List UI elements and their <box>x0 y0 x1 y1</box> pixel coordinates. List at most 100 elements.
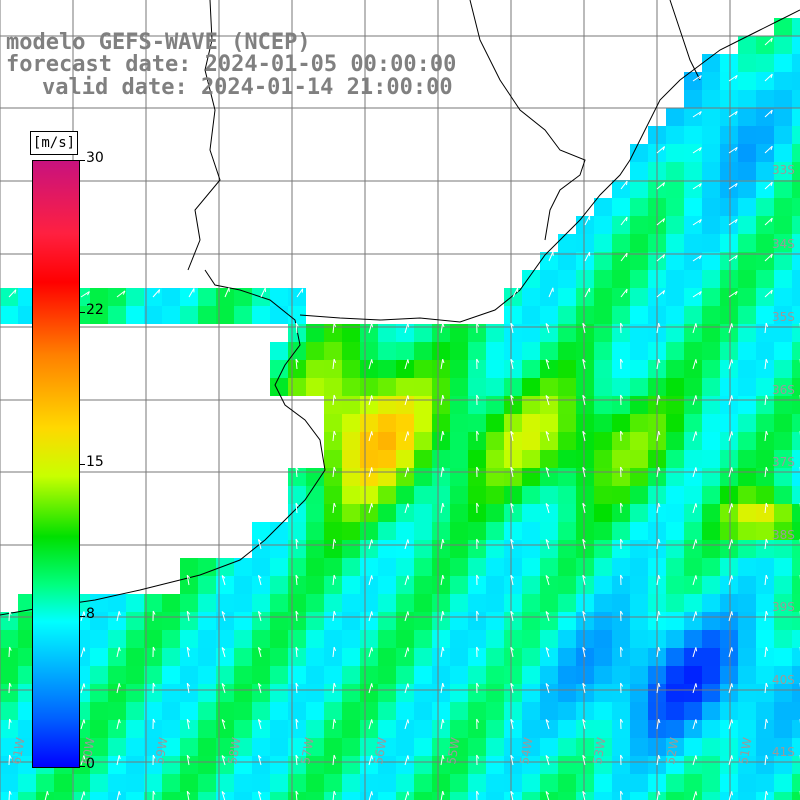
wind-arrow <box>764 431 767 442</box>
wind-arrow-head <box>695 611 698 616</box>
wind-arrow-head <box>371 611 374 616</box>
wind-cell <box>594 684 612 702</box>
wind-arrow-head <box>118 611 121 616</box>
wind-cell <box>630 666 648 684</box>
wind-arrow-head <box>582 754 586 759</box>
wind-cell <box>630 756 648 774</box>
wind-arrow <box>368 395 373 406</box>
wind-arrow-head <box>158 289 161 294</box>
wind-cell <box>558 522 576 540</box>
wind-cell <box>756 666 774 684</box>
wind-cell <box>558 504 576 522</box>
wind-cell <box>18 648 36 666</box>
wind-arrow <box>80 647 85 658</box>
wind-arrow-head <box>620 358 624 363</box>
wind-cell <box>720 198 738 216</box>
wind-cell <box>612 234 630 252</box>
wind-arrow-head <box>295 466 299 471</box>
wind-cell <box>720 54 738 72</box>
longitude-label: 53W <box>590 736 609 765</box>
wind-cell <box>180 630 198 648</box>
wind-cell <box>306 594 324 612</box>
wind-cell <box>234 648 252 666</box>
wind-cell <box>666 288 684 306</box>
wind-cell <box>432 792 450 800</box>
wind-arrow-head <box>221 755 226 759</box>
wind-cell <box>792 108 800 126</box>
wind-cell <box>576 270 594 288</box>
wind-cell <box>342 684 360 702</box>
wind-cell <box>792 432 800 450</box>
wind-cell <box>162 738 180 756</box>
wind-arrow <box>116 719 120 730</box>
wind-cell <box>756 702 774 720</box>
wind-arrow <box>260 287 266 298</box>
wind-arrow <box>510 539 514 550</box>
wind-cell <box>270 342 288 360</box>
wind-cell <box>522 396 540 414</box>
wind-cell <box>594 396 612 414</box>
wind-cell <box>432 558 450 576</box>
wind-cell <box>450 756 468 774</box>
wind-cell <box>792 324 800 342</box>
wind-cell <box>468 666 486 684</box>
wind-cell <box>774 756 792 774</box>
wind-cell <box>378 414 396 432</box>
wind-arrow-head <box>731 683 734 688</box>
wind-cell <box>792 126 800 144</box>
wind-cell <box>612 738 630 756</box>
wind-cell <box>504 792 522 800</box>
wind-cell <box>468 594 486 612</box>
wind-cell <box>594 306 612 324</box>
wind-cell <box>522 594 540 612</box>
wind-cell <box>396 486 414 504</box>
wind-cell <box>684 666 702 684</box>
wind-cell <box>702 72 720 90</box>
wind-cell <box>486 666 504 684</box>
wind-arrow-head <box>371 719 374 724</box>
wind-cell <box>378 396 396 414</box>
colorbar-tick-0: 0 <box>86 756 95 772</box>
wind-cell <box>306 738 324 756</box>
wind-cell <box>540 738 558 756</box>
wind-arrow-head <box>658 790 661 796</box>
wind-speed-field <box>0 18 800 800</box>
wind-cell <box>612 486 630 504</box>
wind-cell <box>378 648 396 666</box>
wind-arrow-head <box>333 502 337 507</box>
wind-arrow-head <box>695 503 698 508</box>
wind-cell <box>666 396 684 414</box>
wind-arrow-head <box>582 610 586 615</box>
wind-arrow-head <box>695 395 698 400</box>
wind-cell <box>396 378 414 396</box>
wind-cell <box>630 432 648 450</box>
wind-cell <box>144 702 162 720</box>
wind-cell <box>612 558 630 576</box>
wind-arrow-head <box>620 502 624 507</box>
wind-cell <box>306 522 324 540</box>
wind-arrow <box>582 467 586 478</box>
wind-arrow <box>404 683 409 694</box>
wind-cell <box>792 666 800 684</box>
wind-arrow <box>656 146 665 154</box>
wind-cell <box>342 540 360 558</box>
wind-cell <box>522 630 540 648</box>
wind-cell <box>108 774 126 792</box>
wind-cell <box>558 468 576 486</box>
wind-cell <box>162 306 180 324</box>
wind-cell <box>378 504 396 522</box>
wind-arrow-head <box>734 183 738 188</box>
wind-arrow-head <box>545 575 550 579</box>
wind-cell <box>738 360 756 378</box>
wind-cell <box>666 432 684 450</box>
colorbar-tick-15: 15 <box>86 454 104 470</box>
wind-arrow-head <box>510 466 514 471</box>
wind-cell <box>18 306 36 324</box>
wind-cell <box>594 288 612 306</box>
wind-arrow-head <box>186 682 191 687</box>
wind-cell <box>774 684 792 702</box>
wind-cell <box>342 594 360 612</box>
wind-cell <box>774 180 792 198</box>
latitude-label: 38S <box>772 528 795 542</box>
wind-arrow <box>332 503 335 514</box>
